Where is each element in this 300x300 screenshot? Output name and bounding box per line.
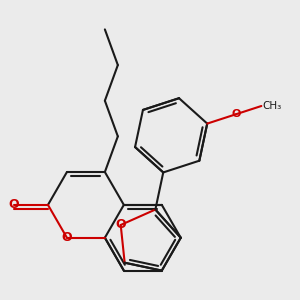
Text: O: O xyxy=(8,198,19,212)
Text: O: O xyxy=(116,218,126,232)
Text: O: O xyxy=(61,231,72,244)
Text: O: O xyxy=(231,109,241,119)
Text: CH₃: CH₃ xyxy=(263,101,282,111)
